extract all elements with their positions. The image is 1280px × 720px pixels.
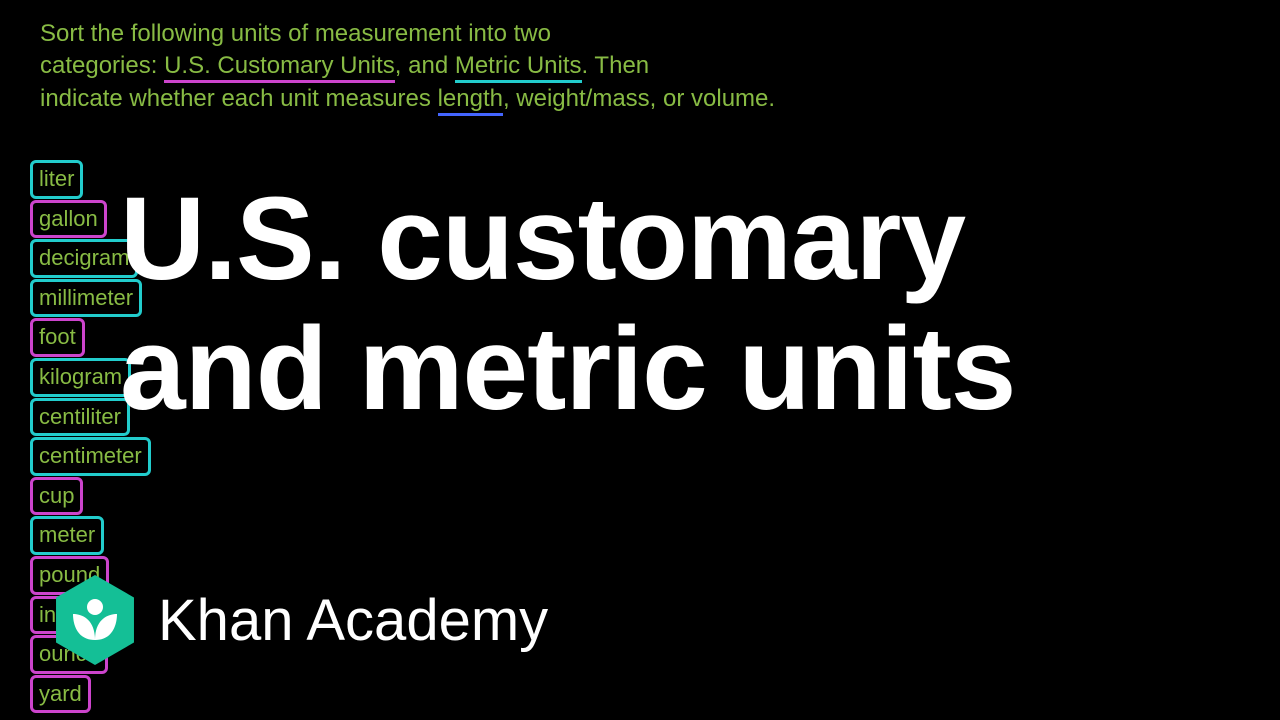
unit-item-centimeter: centimeter: [30, 437, 151, 476]
instruction-text: , and: [395, 52, 455, 79]
length-label: length: [438, 85, 503, 116]
instruction-text: categories:: [40, 52, 164, 79]
problem-instructions: Sort the following units of measurement …: [40, 18, 775, 115]
khan-academy-logo-icon: [50, 575, 140, 665]
title-line-1: U.S. customary: [120, 175, 1240, 305]
unit-item-foot: foot: [30, 318, 85, 357]
brand-container: Khan Academy: [50, 575, 548, 665]
instruction-text: Sort the following units of measurement …: [40, 20, 551, 47]
instruction-text: , weight/mass, or volume.: [503, 85, 775, 112]
unit-item-meter: meter: [30, 516, 104, 555]
video-title: U.S. customary and metric units: [120, 175, 1240, 435]
instruction-text: indicate whether each unit measures: [40, 85, 438, 112]
instruction-text: . Then: [582, 52, 650, 79]
us-customary-label: U.S. Customary Units: [164, 52, 395, 83]
metric-units-label: Metric Units: [455, 52, 582, 83]
unit-item-cup: cup: [30, 477, 83, 516]
unit-item-gallon: gallon: [30, 200, 107, 239]
unit-item-liter: liter: [30, 160, 83, 199]
title-line-2: and metric units: [120, 305, 1240, 435]
unit-item-yard: yard: [30, 675, 91, 714]
brand-name: Khan Academy: [158, 587, 548, 654]
unit-item-centiliter: centiliter: [30, 398, 130, 437]
unit-item-kilogram: kilogram: [30, 358, 131, 397]
